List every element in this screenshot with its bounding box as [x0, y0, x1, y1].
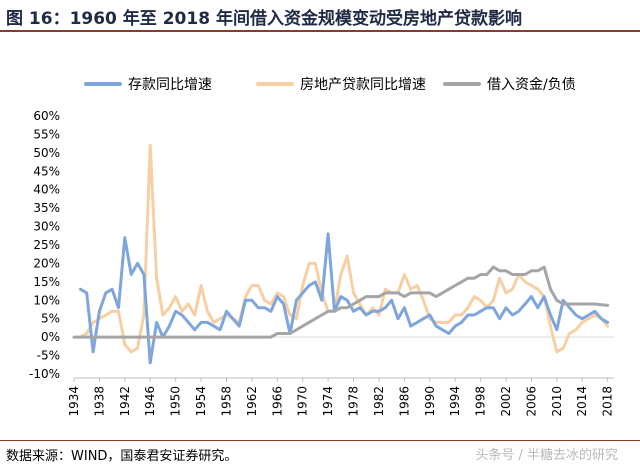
x-tick-label: 2018 — [601, 386, 615, 417]
y-tick-label: 55% — [33, 127, 60, 141]
x-tick-label: 2010 — [550, 386, 564, 417]
y-tick-label: 30% — [33, 220, 60, 234]
x-tick-label: 1950 — [169, 386, 183, 417]
y-tick-label: -5% — [37, 349, 60, 363]
y-tick-label: 60% — [33, 109, 60, 123]
y-tick-label: 20% — [33, 256, 60, 270]
y-axis-ticks: -10% -5% 0% 5% 10% 15% 20% 25% 30% 35% 40% 45% 50% 55… — [29, 109, 60, 381]
y-tick-label: 15% — [33, 275, 60, 289]
x-tick-label: 1934 — [67, 386, 81, 417]
x-tick-label: 2014 — [575, 386, 589, 417]
y-tick-label: 0% — [41, 330, 60, 344]
x-tick-label: 1962 — [245, 386, 259, 417]
x-tick-label: 1966 — [270, 386, 284, 417]
x-tick-label: 1946 — [143, 386, 157, 417]
legend-label-1: 房地产贷款同比增速 — [300, 77, 426, 93]
x-tick-label: 1938 — [92, 386, 106, 417]
title-divider — [0, 30, 640, 32]
series-line-0 — [78, 232, 610, 365]
series-line-1 — [78, 144, 610, 354]
x-axis-ticks: 1934 1938 1942 1946 1950 1954 1958 1962 1966 1970… — [67, 378, 615, 417]
data-source: 数据来源：WIND，国泰君安证券研究。 — [6, 449, 238, 464]
x-tick-label: 1958 — [219, 386, 233, 417]
y-tick-label: 10% — [33, 293, 60, 307]
y-tick-label: 35% — [33, 201, 60, 215]
x-tick-label: 1954 — [194, 386, 208, 417]
y-tick-label: 5% — [41, 312, 60, 326]
y-tick-label: -10% — [29, 367, 60, 381]
watermark: 头条号 / 半糖去冰的研究 — [475, 448, 618, 463]
x-tick-label: 1974 — [321, 386, 335, 417]
footer-divider — [0, 440, 640, 441]
gridlines — [74, 336, 614, 379]
x-tick-label: 2006 — [524, 386, 538, 417]
legend: 存款同比增速 房地产贷款同比增速 借入资金/负债 — [84, 77, 576, 93]
x-tick-label: 1970 — [296, 386, 310, 417]
x-tick-label: 1942 — [118, 386, 132, 417]
line-chart: -10% -5% 0% 5% 10% 15% 20% 25% 30% 35% 40% 45% 50% 55… — [29, 77, 615, 417]
y-tick-label: 45% — [33, 164, 60, 178]
y-tick-label: 50% — [33, 146, 60, 160]
chart-title: 图 16：1960 年至 2018 年间借入资金规模变动受房地产贷款影响 — [6, 9, 522, 29]
x-tick-label: 1994 — [448, 386, 462, 417]
x-tick-label: 1998 — [474, 386, 488, 417]
y-tick-label: 25% — [33, 238, 60, 252]
y-tick-label: 40% — [33, 183, 60, 197]
x-tick-label: 1986 — [397, 386, 411, 417]
legend-label-2: 借入资金/负债 — [487, 77, 576, 93]
x-tick-label: 1990 — [423, 386, 437, 417]
series-lines — [72, 144, 610, 365]
legend-label-0: 存款同比增速 — [128, 77, 212, 93]
x-tick-label: 1978 — [347, 386, 361, 417]
series-line-2 — [72, 265, 610, 339]
x-tick-label: 1982 — [372, 386, 386, 417]
x-tick-label: 2002 — [499, 386, 513, 417]
